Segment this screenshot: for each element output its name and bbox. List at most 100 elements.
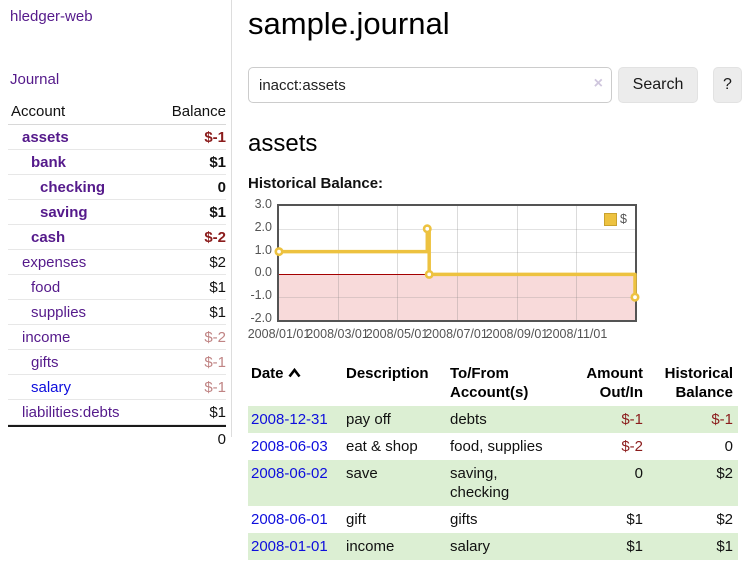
y-axis-tick-label: -2.0 [250, 311, 272, 325]
negative-region [279, 274, 635, 320]
transaction-date-link[interactable]: 2008-12-31 [251, 411, 328, 428]
data-point-marker [424, 269, 434, 279]
gridline [337, 206, 339, 320]
gridline [279, 228, 635, 230]
x-axis-tick-label: 2008/03/01 [306, 327, 369, 341]
account-row: salary $-1 [8, 375, 226, 400]
y-axis-tick-label: -1.0 [250, 288, 272, 303]
account-row: food $1 [8, 275, 226, 300]
chart-plot-area: $ [274, 204, 640, 322]
chart-line [274, 224, 640, 302]
data-point-marker [422, 224, 432, 234]
account-link-expenses[interactable]: expenses [22, 254, 87, 271]
historical-balance-chart: 3.0 2.0 1.0 0.0 -1.0 -2.0 $ 2008/01/01 2008/03… [248, 197, 742, 341]
help-button[interactable]: ? [713, 67, 742, 103]
account-balance-table: Account Balance assets $-1 bank $1 checking 0… [8, 100, 226, 451]
legend-label: $ [620, 212, 627, 226]
balance-column-header: Balance [171, 103, 226, 120]
transaction-amount: $1 [626, 538, 643, 555]
page-title: sample.journal [248, 6, 450, 41]
account-balance: $-1 [204, 129, 226, 146]
main-content: sample.journal × Search ? assets Histori… [248, 0, 742, 560]
account-row: supplies $1 [8, 300, 226, 325]
x-axis-tick-label: 2008/01/01 [247, 327, 311, 341]
account-balance: $1 [209, 304, 226, 321]
y-axis-tick-label: 3.0 [254, 197, 272, 211]
account-link-saving[interactable]: saving [40, 204, 88, 221]
y-axis-tick-label: 2.0 [254, 219, 272, 234]
sort-asc-icon [287, 368, 301, 378]
account-balance: $1 [209, 279, 226, 296]
transaction-balance: $2 [716, 511, 733, 528]
account-balance: $-1 [204, 379, 226, 396]
x-axis-tick-label: 2008/09/01 [485, 327, 549, 341]
table-row: 2008-01-01 income salary $1 $1 [248, 533, 738, 560]
transaction-date-link[interactable]: 2008-06-01 [251, 511, 328, 528]
clear-search-icon[interactable]: × [593, 75, 603, 92]
legend-swatch-icon [604, 212, 618, 226]
account-table-header: Account Balance [8, 100, 226, 125]
transaction-date-link[interactable]: 2008-06-02 [251, 465, 328, 482]
account-link-supplies[interactable]: supplies [31, 304, 87, 321]
account-link-cash[interactable]: cash [31, 229, 66, 246]
total-balance: 0 [217, 431, 226, 448]
sidebar-item-journal[interactable]: Journal [10, 71, 60, 88]
account-row: saving $1 [8, 200, 226, 225]
account-link-gifts[interactable]: gifts [31, 354, 59, 371]
account-row: checking 0 [8, 175, 226, 200]
transaction-date-link[interactable]: 2008-06-03 [251, 438, 328, 455]
transaction-balance: $-1 [711, 411, 733, 428]
transaction-balance: $1 [716, 538, 733, 555]
transaction-date-link[interactable]: 2008-01-01 [251, 538, 328, 555]
account-section-title: assets [248, 130, 318, 157]
gridline [279, 251, 635, 253]
account-link-checking[interactable]: checking [40, 179, 106, 196]
account-link-food[interactable]: food [31, 279, 61, 296]
transaction-balance: 0 [724, 438, 733, 455]
account-row: expenses $2 [8, 250, 226, 275]
account-link-liabilities-debts[interactable]: liabilities:debts [22, 404, 120, 421]
search-button[interactable]: Search [618, 67, 698, 103]
search-input[interactable] [248, 67, 612, 103]
account-row: cash $-2 [8, 225, 226, 250]
chart-legend: $ [602, 211, 629, 227]
gridline [516, 206, 518, 320]
date-column-header[interactable]: Date [248, 360, 346, 406]
account-balance: $1 [209, 204, 226, 221]
y-axis-tick-label: 0.0 [254, 265, 272, 280]
transaction-description: income [346, 538, 395, 555]
account-balance: $-2 [204, 329, 226, 346]
account-row: bank $1 [8, 150, 226, 175]
transaction-amount: $-2 [621, 438, 643, 455]
app-brand-link[interactable]: hledger-web [10, 8, 93, 25]
account-row: gifts $-1 [8, 350, 226, 375]
account-link-bank[interactable]: bank [31, 154, 67, 171]
data-point-marker [274, 247, 284, 257]
account-balance: $1 [209, 154, 226, 171]
search-form: × Search ? [248, 67, 742, 103]
table-row: 2008-06-02 save saving, checking 0 $2 [248, 460, 738, 506]
account-balance: $1 [209, 404, 226, 421]
account-column-header: Account [11, 103, 66, 120]
transaction-accounts: debts [450, 411, 487, 428]
gridline [456, 206, 458, 320]
transaction-description: eat & shop [346, 438, 418, 455]
account-balance: $-1 [204, 354, 226, 371]
account-balance: $-2 [204, 229, 226, 246]
table-row: 2008-06-01 gift gifts $1 $2 [248, 506, 738, 533]
account-row: income $-2 [8, 325, 226, 350]
gridline [279, 297, 635, 299]
account-link-assets[interactable]: assets [22, 129, 69, 146]
transaction-balance: $2 [716, 465, 733, 482]
y-axis-tick-label: 1.0 [254, 242, 272, 257]
transaction-description: save [346, 465, 378, 482]
transaction-accounts: salary [450, 538, 491, 555]
description-column-header: Description [346, 365, 429, 382]
account-link-income[interactable]: income [22, 329, 71, 346]
account-link-salary[interactable]: salary [31, 379, 72, 396]
transaction-description: gift [346, 511, 367, 528]
account-balance: $2 [209, 254, 226, 271]
data-point-marker [630, 292, 640, 302]
balance-column-header: Historical Balance [664, 365, 733, 401]
gridline [576, 206, 578, 320]
